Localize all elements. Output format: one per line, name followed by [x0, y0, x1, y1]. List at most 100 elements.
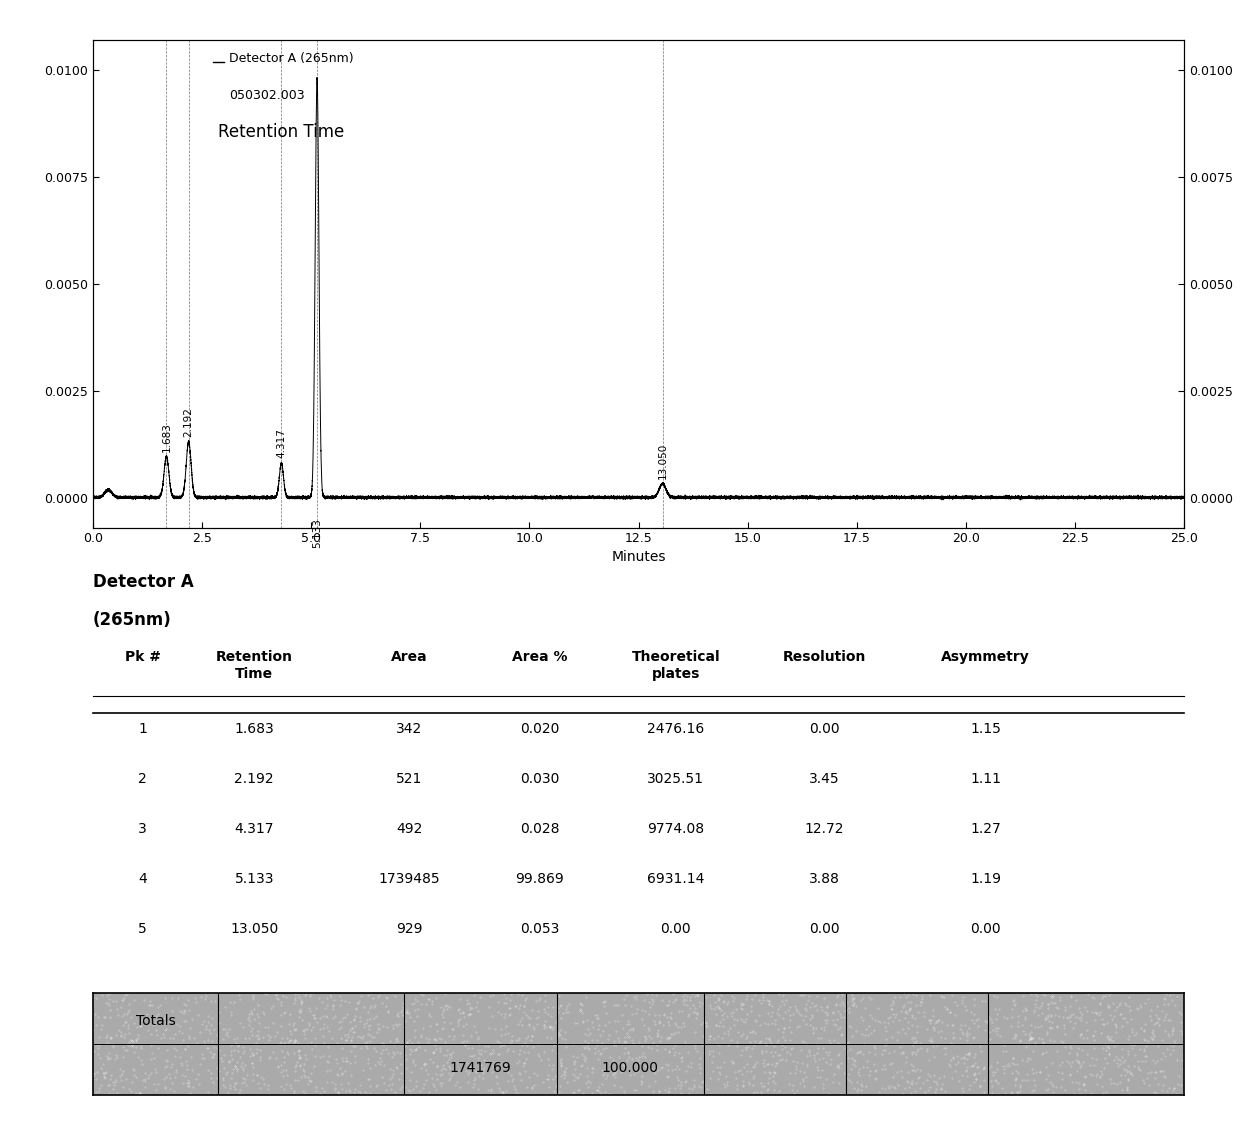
- Point: [605, 1062, 625, 1081]
- Point: [1110, 1051, 1130, 1069]
- Point: [443, 1065, 463, 1083]
- Point: [1161, 986, 1180, 1004]
- Point: [528, 1035, 548, 1053]
- Point: [580, 1073, 600, 1091]
- Point: [807, 1068, 827, 1086]
- Point: [175, 1004, 195, 1023]
- Point: [376, 1040, 396, 1058]
- Point: [1117, 1042, 1137, 1060]
- Point: [753, 1077, 773, 1095]
- Point: [577, 1059, 596, 1077]
- Point: [317, 1053, 337, 1071]
- Point: [357, 1033, 377, 1051]
- Point: [312, 1048, 332, 1066]
- Point: [622, 1032, 642, 1050]
- Point: [733, 1025, 753, 1043]
- Point: [413, 986, 433, 1004]
- Point: [430, 1042, 450, 1060]
- Point: [179, 1076, 198, 1094]
- Point: [557, 997, 577, 1015]
- Point: [539, 1018, 559, 1036]
- Point: [213, 1031, 233, 1049]
- Point: [760, 1069, 780, 1087]
- Point: [156, 1019, 176, 1037]
- Point: [124, 1060, 144, 1078]
- Point: [965, 1006, 985, 1024]
- Point: [180, 1073, 200, 1091]
- Point: [274, 1048, 294, 1066]
- Point: [433, 1018, 453, 1036]
- Point: [1143, 1027, 1163, 1045]
- Point: [573, 1011, 593, 1029]
- Point: [489, 992, 508, 1010]
- Point: [346, 1017, 366, 1035]
- Point: [459, 994, 479, 1012]
- Point: [963, 1066, 983, 1084]
- Point: [339, 1028, 358, 1046]
- Point: [1104, 994, 1123, 1012]
- Point: [738, 1027, 758, 1045]
- Point: [780, 1065, 800, 1083]
- Point: [485, 1019, 505, 1037]
- Point: [897, 1052, 916, 1070]
- Point: [543, 998, 563, 1016]
- Point: [195, 1035, 215, 1053]
- Point: [574, 1039, 594, 1057]
- Point: [928, 1023, 947, 1041]
- Point: [761, 1003, 781, 1022]
- Point: [100, 1070, 120, 1088]
- Text: 3: 3: [138, 822, 148, 835]
- Point: [732, 1026, 751, 1044]
- Point: [393, 1006, 413, 1024]
- Point: [286, 1053, 306, 1071]
- Point: [1148, 1036, 1168, 1054]
- Point: [627, 1051, 647, 1069]
- Point: [634, 991, 653, 1009]
- Point: [331, 1028, 351, 1046]
- Point: [926, 1073, 946, 1091]
- Point: [567, 1014, 587, 1032]
- Point: [906, 1017, 926, 1035]
- Point: [677, 987, 697, 1006]
- Point: [593, 1023, 613, 1041]
- Point: [407, 1077, 427, 1095]
- Point: [831, 1085, 851, 1103]
- Point: [965, 1065, 985, 1083]
- Point: [709, 1058, 729, 1076]
- Point: [278, 1044, 298, 1062]
- Point: [761, 1008, 781, 1026]
- Point: [764, 1071, 784, 1090]
- Point: [450, 990, 470, 1008]
- Point: [827, 1058, 847, 1076]
- Point: [107, 1084, 126, 1102]
- Point: [883, 994, 903, 1012]
- Point: [348, 1082, 368, 1100]
- Point: [675, 1017, 694, 1035]
- Point: [759, 992, 779, 1010]
- Point: [899, 1062, 919, 1081]
- Point: [529, 991, 549, 1009]
- Point: [557, 1059, 577, 1077]
- Point: [537, 1069, 557, 1087]
- Point: [330, 1085, 350, 1103]
- Point: [831, 1008, 851, 1026]
- Point: [749, 1034, 769, 1052]
- Point: [454, 1002, 474, 1020]
- Point: [1117, 1063, 1137, 1082]
- Point: [455, 1036, 475, 1054]
- Point: [534, 1043, 554, 1061]
- Point: [464, 1075, 484, 1093]
- Point: [324, 997, 343, 1015]
- Point: [578, 1071, 598, 1090]
- Point: [181, 1048, 201, 1066]
- Text: 4: 4: [138, 872, 148, 885]
- Point: [475, 1042, 495, 1060]
- Point: [657, 1008, 677, 1026]
- Point: [517, 1078, 537, 1096]
- Point: [1085, 1011, 1105, 1029]
- Point: [920, 1067, 940, 1085]
- Point: [704, 986, 724, 1004]
- Point: [794, 1073, 813, 1091]
- Point: [838, 1033, 858, 1051]
- Point: [843, 990, 863, 1008]
